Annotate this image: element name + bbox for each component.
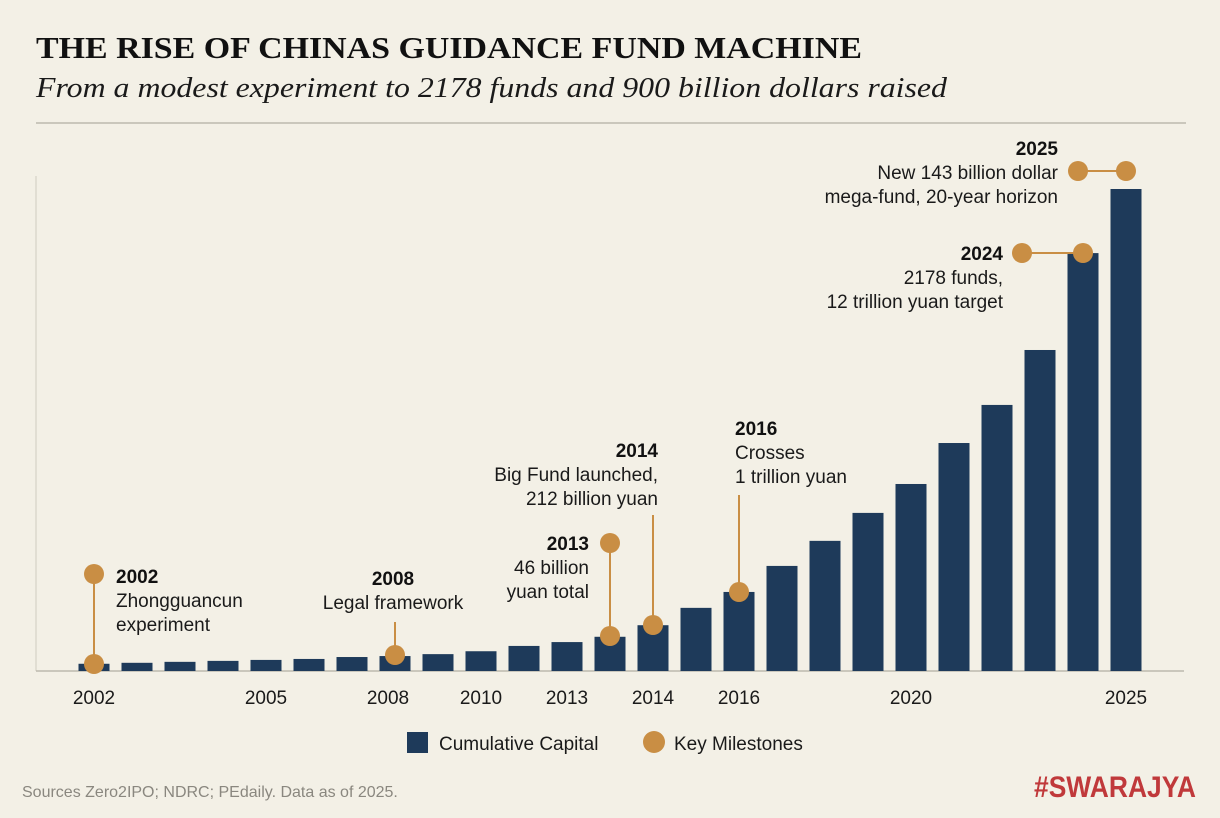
bar-21 xyxy=(981,404,1013,671)
milestone-dot xyxy=(1073,243,1093,263)
milestone-year: 2025 xyxy=(1016,139,1059,160)
milestone-text: 2178 funds, xyxy=(904,268,1003,289)
bar-4 xyxy=(250,659,282,671)
milestone-dot xyxy=(600,533,620,553)
x-tick-label: 2014 xyxy=(632,688,675,709)
bar-14 xyxy=(680,607,712,671)
bar-16 xyxy=(766,565,798,671)
milestone-text: New 143 billion dollar xyxy=(877,163,1058,184)
milestone-dot xyxy=(1068,161,1088,181)
milestone-text: yuan total xyxy=(507,582,589,603)
milestone-2025: 2025 New 143 billion dollar mega-fund, 20-… xyxy=(825,139,1136,208)
bar-20 xyxy=(938,443,970,671)
milestone-text: Big Fund launched, xyxy=(494,465,658,486)
x-tick-label: 2020 xyxy=(890,688,932,709)
bar-22 xyxy=(1024,349,1056,671)
bar-15 xyxy=(723,591,755,671)
milestone-text: 212 billion yuan xyxy=(526,489,658,510)
milestone-dot xyxy=(84,654,104,674)
bars xyxy=(78,189,1142,671)
milestone-2002: 2002 Zhongguancun experiment xyxy=(84,564,243,674)
brand-logo: #SWARAJYA xyxy=(1034,771,1196,804)
milestone-dot xyxy=(385,645,405,665)
x-tick-label: 2008 xyxy=(367,688,409,709)
bar-2 xyxy=(164,661,196,671)
milestone-year: 2014 xyxy=(616,441,659,462)
x-tick-label: 2016 xyxy=(718,688,760,709)
legend-label-milestones: Key Milestones xyxy=(674,734,803,755)
bar-9 xyxy=(465,651,497,671)
milestone-dot xyxy=(600,626,620,646)
bar-8 xyxy=(422,654,454,671)
milestone-2013: 2013 46 billion yuan total xyxy=(507,533,620,646)
milestone-year: 2024 xyxy=(961,244,1004,265)
bar-18 xyxy=(852,512,884,671)
milestone-text: Crosses xyxy=(735,443,805,464)
chart-subtitle: From a modest experiment to 2178 funds a… xyxy=(35,73,948,104)
bar-17 xyxy=(809,540,841,671)
source-note: Sources Zero2IPO; NDRC; PEdaily. Data as… xyxy=(22,784,398,801)
milestone-2016: 2016 Crosses 1 trillion yuan xyxy=(729,419,847,602)
milestone-dot xyxy=(643,615,663,635)
milestone-year: 2008 xyxy=(372,569,414,590)
milestone-2014: 2014 Big Fund launched, 212 billion yuan xyxy=(494,441,663,635)
x-tick-label: 2002 xyxy=(73,688,115,709)
bar-3 xyxy=(207,660,239,671)
bar-24 xyxy=(1110,189,1142,671)
bar-19 xyxy=(895,483,927,671)
x-tick-label: 2010 xyxy=(460,688,502,709)
milestone-dot xyxy=(729,582,749,602)
legend-swatch-milestone xyxy=(643,731,665,753)
legend-swatch-bar xyxy=(407,732,428,753)
milestone-text: Zhongguancun xyxy=(116,591,243,612)
bar-23 xyxy=(1067,253,1099,671)
bar-5 xyxy=(293,658,325,671)
x-tick-label: 2013 xyxy=(546,688,588,709)
x-tick-labels: 2002 2005 2008 2010 2013 2014 2016 2020 2025 xyxy=(73,688,1147,709)
bar-6 xyxy=(336,657,368,671)
milestone-text: 12 trillion yuan target xyxy=(827,292,1004,313)
milestone-text: 1 trillion yuan xyxy=(735,467,847,488)
milestones: 2002 Zhongguancun experiment 2008 Legal fram… xyxy=(84,139,1136,674)
milestone-year: 2016 xyxy=(735,419,777,440)
milestone-dot xyxy=(84,564,104,584)
milestone-text: Legal framework xyxy=(323,593,464,614)
milestone-year: 2013 xyxy=(547,534,589,555)
milestone-text: 46 billion xyxy=(514,558,589,579)
legend-label-cumulative: Cumulative Capital xyxy=(439,734,598,755)
milestone-year: 2002 xyxy=(116,567,158,588)
bar-10 xyxy=(508,645,540,671)
milestone-text: mega-fund, 20-year horizon xyxy=(825,187,1058,208)
milestone-2024: 2024 2178 funds, 12 trillion yuan target xyxy=(827,243,1093,313)
milestone-dot xyxy=(1116,161,1136,181)
bar-1 xyxy=(121,662,153,671)
chart-title: THE RISE OF CHINAS GUIDANCE FUND MACHINE xyxy=(36,30,862,65)
legend: Cumulative Capital Key Milestones xyxy=(407,731,803,755)
x-tick-label: 2005 xyxy=(245,688,287,709)
milestone-2008: 2008 Legal framework xyxy=(323,569,464,665)
x-tick-label: 2025 xyxy=(1105,688,1147,709)
milestone-dot xyxy=(1012,243,1032,263)
bar-11 xyxy=(551,642,583,671)
milestone-text: experiment xyxy=(116,615,211,636)
